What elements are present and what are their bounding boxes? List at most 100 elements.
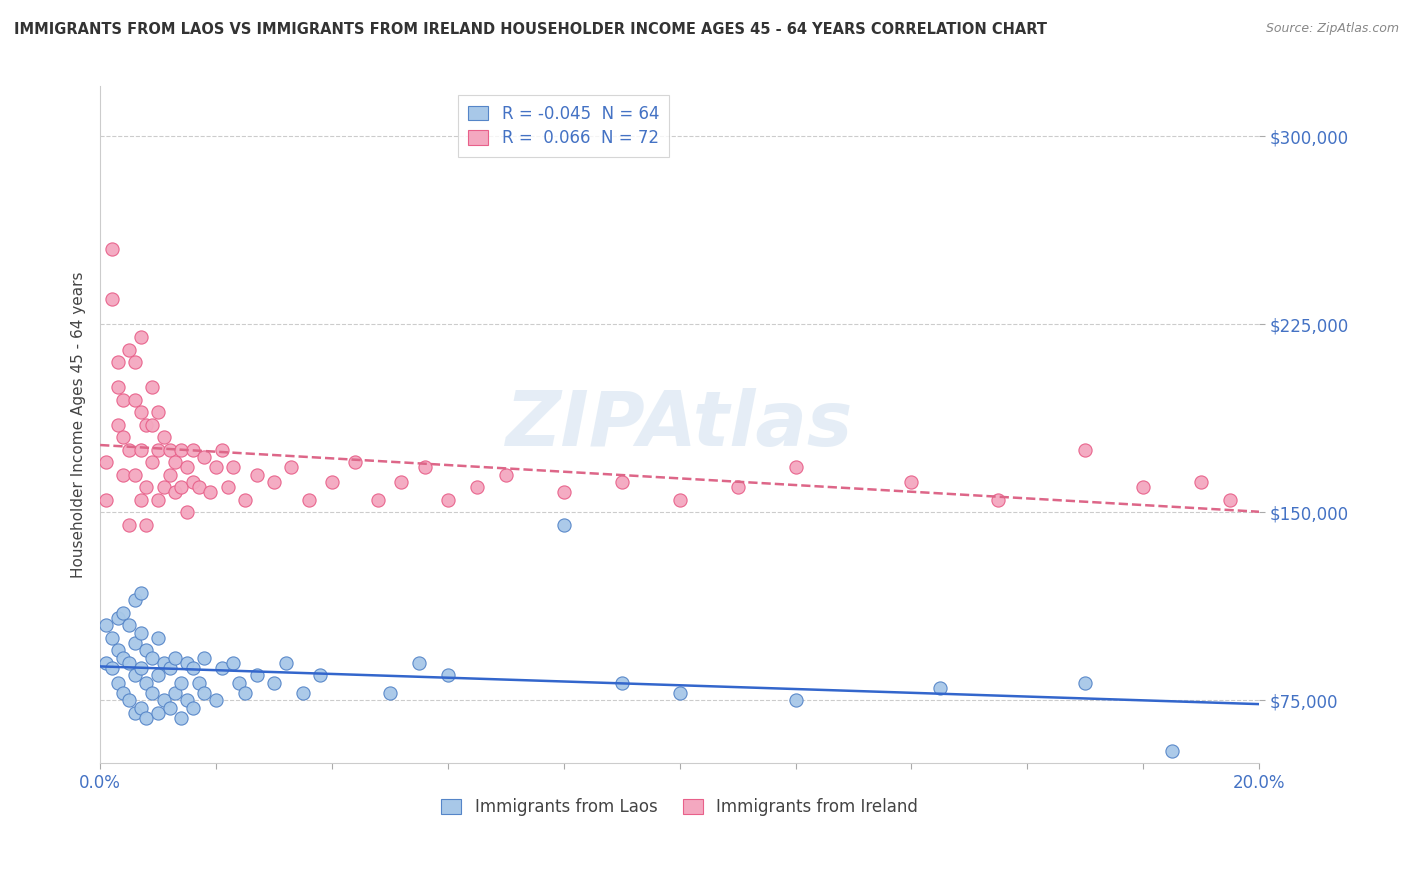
- Point: [124, 593, 146, 607]
- Point: [124, 668, 146, 682]
- Point: [129, 701, 152, 715]
- Point: [1189, 475, 1212, 490]
- Point: [378, 686, 401, 700]
- Point: [233, 492, 256, 507]
- Point: [165, 686, 187, 700]
- Point: [153, 693, 176, 707]
- Point: [94, 455, 117, 469]
- Point: [118, 618, 141, 632]
- Point: [193, 686, 215, 700]
- Point: [437, 492, 460, 507]
- Point: [170, 442, 193, 457]
- Point: [367, 492, 389, 507]
- Point: [135, 676, 157, 690]
- Point: [112, 651, 135, 665]
- Point: [107, 611, 129, 625]
- Point: [187, 676, 209, 690]
- Point: [159, 442, 181, 457]
- Point: [193, 450, 215, 465]
- Point: [146, 492, 169, 507]
- Point: [146, 405, 169, 419]
- Point: [129, 492, 152, 507]
- Point: [1219, 492, 1241, 507]
- Point: [553, 485, 575, 500]
- Point: [176, 460, 198, 475]
- Point: [146, 668, 169, 682]
- Point: [280, 460, 302, 475]
- Point: [181, 475, 204, 490]
- Point: [159, 467, 181, 482]
- Point: [100, 631, 122, 645]
- Point: [222, 460, 245, 475]
- Point: [233, 686, 256, 700]
- Point: [1074, 676, 1097, 690]
- Point: [94, 656, 117, 670]
- Point: [135, 643, 157, 657]
- Point: [129, 625, 152, 640]
- Point: [193, 651, 215, 665]
- Y-axis label: Householder Income Ages 45 - 64 years: Householder Income Ages 45 - 64 years: [72, 271, 86, 578]
- Point: [465, 480, 488, 494]
- Point: [785, 460, 807, 475]
- Point: [1074, 442, 1097, 457]
- Point: [291, 686, 314, 700]
- Point: [553, 518, 575, 533]
- Point: [668, 686, 690, 700]
- Point: [124, 636, 146, 650]
- Point: [785, 693, 807, 707]
- Point: [344, 455, 367, 469]
- Point: [141, 686, 163, 700]
- Point: [141, 417, 163, 432]
- Point: [165, 455, 187, 469]
- Point: [94, 618, 117, 632]
- Point: [228, 676, 250, 690]
- Point: [217, 480, 239, 494]
- Point: [1161, 743, 1184, 757]
- Point: [141, 651, 163, 665]
- Point: [112, 686, 135, 700]
- Point: [112, 606, 135, 620]
- Point: [135, 518, 157, 533]
- Point: [159, 661, 181, 675]
- Text: ZIPAtlas: ZIPAtlas: [506, 388, 853, 462]
- Point: [112, 392, 135, 407]
- Point: [124, 706, 146, 720]
- Point: [187, 480, 209, 494]
- Point: [112, 467, 135, 482]
- Point: [135, 711, 157, 725]
- Point: [176, 693, 198, 707]
- Point: [211, 661, 233, 675]
- Point: [141, 455, 163, 469]
- Point: [146, 631, 169, 645]
- Point: [129, 585, 152, 599]
- Point: [309, 668, 332, 682]
- Point: [263, 475, 285, 490]
- Point: [170, 676, 193, 690]
- Point: [165, 485, 187, 500]
- Point: [408, 656, 430, 670]
- Point: [391, 475, 413, 490]
- Point: [211, 442, 233, 457]
- Point: [246, 467, 269, 482]
- Point: [124, 355, 146, 369]
- Text: Source: ZipAtlas.com: Source: ZipAtlas.com: [1265, 22, 1399, 36]
- Point: [165, 651, 187, 665]
- Point: [135, 480, 157, 494]
- Point: [141, 380, 163, 394]
- Point: [413, 460, 436, 475]
- Point: [118, 442, 141, 457]
- Point: [153, 480, 176, 494]
- Point: [668, 492, 690, 507]
- Point: [246, 668, 269, 682]
- Point: [495, 467, 517, 482]
- Point: [929, 681, 952, 695]
- Point: [176, 656, 198, 670]
- Point: [107, 355, 129, 369]
- Point: [987, 492, 1010, 507]
- Point: [135, 417, 157, 432]
- Point: [610, 676, 633, 690]
- Point: [124, 467, 146, 482]
- Point: [107, 676, 129, 690]
- Point: [129, 330, 152, 344]
- Point: [107, 643, 129, 657]
